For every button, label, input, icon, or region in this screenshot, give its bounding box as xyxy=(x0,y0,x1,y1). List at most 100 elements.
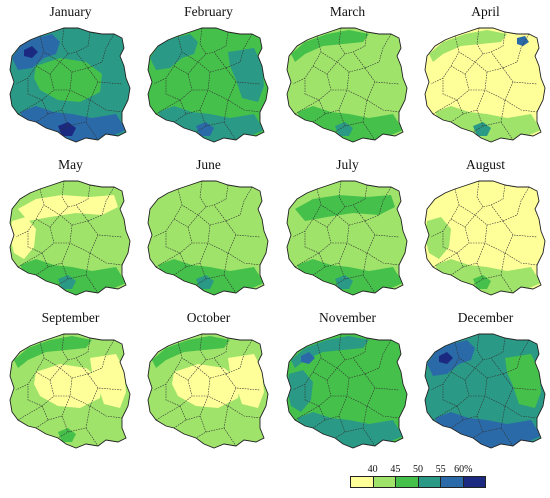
legend-tick-label: 40 xyxy=(367,464,378,475)
region-nband xyxy=(295,195,395,221)
voivodeship-border xyxy=(227,252,261,266)
voivodeship-border xyxy=(54,224,73,244)
voivodeship-border xyxy=(75,186,115,222)
country-border xyxy=(286,333,408,449)
voivodeship-border xyxy=(294,99,320,115)
month-panel-december: December xyxy=(417,308,550,458)
voivodeship-border xyxy=(362,427,376,447)
voivodeship-border xyxy=(181,333,207,369)
month-panel-may: May xyxy=(2,155,139,305)
voivodeship-border xyxy=(312,252,326,276)
legend-tick-label: 60% xyxy=(454,464,473,475)
voivodeship-border xyxy=(331,71,350,91)
legend-swatch-2 xyxy=(396,477,419,487)
voivodeship-border xyxy=(192,377,211,397)
voivodeship-border xyxy=(85,121,99,141)
monthly-maps-grid: January February March April May June July Augu… xyxy=(2,2,550,458)
voivodeship-border xyxy=(225,67,261,85)
poland-map xyxy=(424,333,546,449)
region-nwdot xyxy=(439,352,453,364)
legend-swatch-1 xyxy=(373,477,396,487)
month-title: March xyxy=(329,4,366,19)
voivodeship-border xyxy=(192,71,211,91)
poland-map xyxy=(9,27,131,143)
poland-map xyxy=(147,27,269,143)
month-title: May xyxy=(58,157,83,172)
month-title: February xyxy=(184,4,233,19)
voivodeship-border xyxy=(366,99,400,113)
voivodeship-border xyxy=(173,99,187,123)
voivodeship-border xyxy=(155,405,181,421)
legend-swatch-0 xyxy=(351,477,374,487)
region-nw xyxy=(150,34,198,70)
voivodeship-border xyxy=(482,31,506,55)
month-panel-august: August xyxy=(417,155,550,305)
month-title: November xyxy=(319,310,376,325)
voivodeship-border xyxy=(469,377,488,397)
voivodeship-border xyxy=(500,427,514,447)
voivodeship-border xyxy=(87,220,123,238)
voivodeship-border xyxy=(17,405,43,421)
voivodeship-border xyxy=(43,333,69,369)
voivodeship-border xyxy=(482,184,506,208)
voivodeship-border xyxy=(502,67,538,85)
month-title: September xyxy=(41,310,100,325)
voivodeship-border xyxy=(89,99,123,113)
voivodeship-border xyxy=(213,33,253,69)
voivodeship-border xyxy=(364,67,400,85)
voivodeship-border xyxy=(17,252,43,268)
voivodeship-border xyxy=(364,373,400,391)
voivodeship-border xyxy=(450,99,464,123)
month-panel-march: March xyxy=(279,2,416,152)
voivodeship-border xyxy=(331,224,350,244)
region-nwdot xyxy=(24,46,38,58)
legend-swatch-5 xyxy=(463,477,485,487)
region-nwdot xyxy=(301,352,315,364)
legend-tick-label: 45 xyxy=(390,464,401,475)
voivodeship-border xyxy=(352,339,392,375)
voivodeship-border xyxy=(504,252,538,266)
voivodeship-border xyxy=(205,184,229,208)
voivodeship-border xyxy=(362,274,376,294)
voivodeship-border xyxy=(223,274,237,294)
voivodeship-border xyxy=(155,252,181,268)
voivodeship-border xyxy=(458,180,484,216)
voivodeship-border xyxy=(344,184,368,208)
month-panel-november: November xyxy=(279,308,416,458)
region-ncoast xyxy=(152,336,230,368)
voivodeship-border xyxy=(173,252,187,276)
voivodeship-border xyxy=(181,27,207,63)
region-east xyxy=(228,354,264,408)
month-title: July xyxy=(336,157,359,172)
country-border xyxy=(424,333,546,449)
country-border xyxy=(286,27,408,143)
voivodeship-border xyxy=(35,405,49,429)
country-border xyxy=(286,180,408,296)
voivodeship-border xyxy=(225,220,261,238)
month-title: August xyxy=(465,157,505,172)
region-nedot xyxy=(517,36,529,46)
voivodeship-border xyxy=(450,405,464,429)
color-scale-legend: 40 45 50 55 60% xyxy=(350,464,486,488)
voivodeship-border xyxy=(223,121,237,141)
poland-map xyxy=(424,180,546,296)
voivodeship-border xyxy=(469,224,488,244)
voivodeship-border xyxy=(75,33,115,69)
poland-map xyxy=(286,27,408,143)
voivodeship-border xyxy=(450,252,464,276)
legend-swatch-4 xyxy=(441,477,464,487)
voivodeship-border xyxy=(225,373,261,391)
voivodeship-border xyxy=(344,31,368,55)
region-ncoast xyxy=(291,30,369,62)
country-border xyxy=(424,180,546,296)
voivodeship-border xyxy=(432,252,458,268)
voivodeship-border xyxy=(362,121,376,141)
voivodeship-border xyxy=(87,67,123,85)
region-ncoast xyxy=(429,30,507,62)
voivodeship-border xyxy=(54,71,73,91)
voivodeship-border xyxy=(181,180,207,216)
voivodeship-border xyxy=(35,252,49,276)
poland-map xyxy=(286,333,408,449)
region-ncoast xyxy=(14,336,92,368)
voivodeship-border xyxy=(294,252,320,268)
